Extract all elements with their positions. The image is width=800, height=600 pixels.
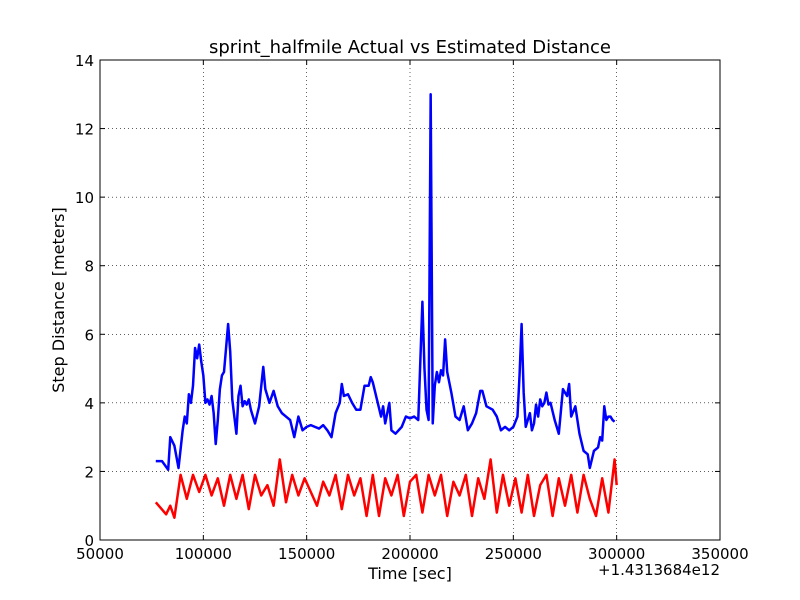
plot-frame — [99, 59, 721, 541]
x-offset-label: +1.4313684e12 — [598, 561, 720, 579]
x-tick-label: 300000 — [588, 545, 645, 563]
y-tick-label: 14 — [75, 52, 94, 70]
x-tick-label: 200000 — [381, 545, 438, 563]
y-tick-label: 0 — [84, 532, 94, 550]
x-tick-label: 100000 — [175, 545, 232, 563]
y-tick-label: 8 — [84, 258, 94, 276]
y-axis-label: Step Distance [meters] — [49, 207, 68, 393]
y-tick-label: 10 — [75, 189, 94, 207]
x-tick-label: 350000 — [691, 545, 748, 563]
y-tick-label: 4 — [84, 395, 94, 413]
chart-title: sprint_halfmile Actual vs Estimated Dist… — [209, 37, 611, 58]
y-tick-label: 12 — [75, 121, 94, 139]
y-tick-label: 6 — [84, 326, 94, 344]
x-tick-label: 150000 — [278, 545, 335, 563]
x-axis-label: Time [sec] — [367, 564, 452, 583]
x-tick-label: 250000 — [485, 545, 542, 563]
y-tick-label: 2 — [84, 463, 94, 481]
x-tick-label: 50000 — [76, 545, 124, 563]
data-line — [155, 93, 616, 471]
data-line — [154, 458, 618, 519]
